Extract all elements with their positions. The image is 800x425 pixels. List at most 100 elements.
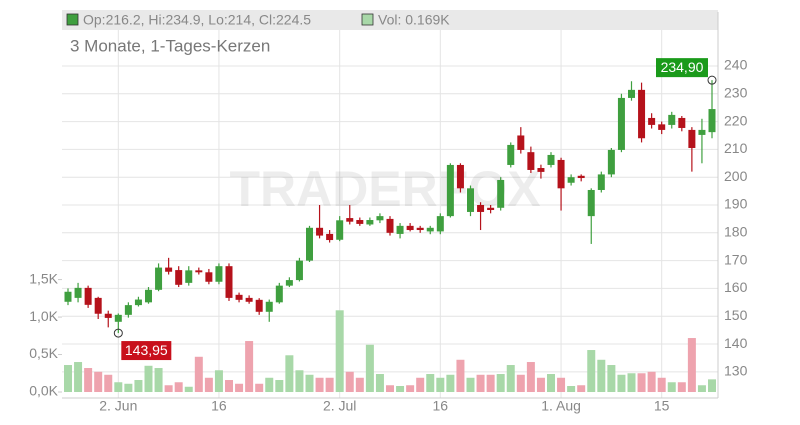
candle-body <box>678 117 686 128</box>
volume-bar <box>486 374 495 393</box>
volume-bar <box>315 377 324 393</box>
x-tick-label: 2. Jul <box>323 398 356 414</box>
candle-body <box>436 216 444 232</box>
candle-body <box>185 270 193 283</box>
y-tick-label: 230 <box>724 84 748 100</box>
candle-body <box>376 216 384 221</box>
header-bar <box>62 10 718 30</box>
volume-bar <box>214 370 223 393</box>
candle-body <box>114 314 122 322</box>
candle-body <box>597 174 605 190</box>
volume-bar <box>687 338 696 393</box>
candle-body <box>145 289 152 303</box>
y-tick-label: 200 <box>724 168 748 184</box>
y-tick-label: 210 <box>724 140 748 156</box>
candle-body <box>245 297 253 302</box>
candle-body <box>356 220 364 224</box>
low-marker <box>113 328 123 338</box>
high-label-box <box>656 58 708 78</box>
legend-swatch <box>361 13 374 26</box>
candle-body <box>104 313 112 318</box>
legend-swatch <box>66 13 79 26</box>
candle-body <box>497 179 505 208</box>
volume-bar <box>708 379 716 393</box>
candle-body <box>577 175 585 179</box>
x-tick-label: 16 <box>211 398 227 414</box>
candle-body <box>658 124 666 130</box>
candle-body <box>326 233 334 241</box>
candle-body <box>406 225 414 231</box>
volume-bar <box>365 344 374 393</box>
volume-bar <box>245 341 254 393</box>
candle-body <box>265 301 273 312</box>
candle-body <box>165 267 173 272</box>
candle-body <box>698 129 706 135</box>
volume-bar <box>124 383 133 393</box>
candle-body <box>557 159 565 189</box>
y-tick-label: 160 <box>724 279 748 295</box>
volume-bar <box>225 380 233 393</box>
volume-bar <box>255 383 264 393</box>
candle-body <box>74 287 82 298</box>
volume-bar <box>697 385 706 393</box>
y-tick-label: 130 <box>724 363 748 379</box>
volume-bar <box>64 365 72 393</box>
candle-body <box>587 189 595 217</box>
y-tick-label: 240 <box>724 57 748 73</box>
volume-tick-label: 1,0K <box>29 308 58 324</box>
volume-bar <box>526 362 535 393</box>
volume-bar <box>134 380 143 393</box>
candle-body <box>215 266 223 282</box>
x-tick-label: 1. Aug <box>541 398 581 414</box>
candle-body <box>446 164 454 217</box>
volume-bar <box>94 371 103 393</box>
low-label-box <box>121 341 172 361</box>
volume-bar <box>617 374 626 393</box>
y-tick-label: 140 <box>724 335 748 351</box>
candle-body <box>638 89 646 139</box>
volume-bar <box>496 374 505 393</box>
volume-bar <box>235 383 244 393</box>
candle-body <box>175 270 183 285</box>
volume-bar <box>375 374 384 393</box>
volume-bar <box>607 365 616 393</box>
candle-body <box>275 285 283 303</box>
candle-body <box>668 114 676 125</box>
volume-bar <box>154 368 163 393</box>
volume-bar <box>466 377 475 393</box>
volume-bar <box>305 374 314 393</box>
volume-bar <box>597 359 606 393</box>
volume-bar <box>506 365 515 393</box>
volume-bar <box>547 374 555 393</box>
candle-body <box>708 109 716 133</box>
candle-body <box>648 117 656 125</box>
grid <box>62 30 718 398</box>
y-tick-label: 150 <box>724 307 748 323</box>
volume-bar <box>587 350 596 393</box>
volume-bar <box>567 386 576 393</box>
volume-tick-label: 0,0K <box>29 383 58 399</box>
candle-body <box>295 260 303 281</box>
candle-body <box>467 188 474 212</box>
low-label: 143,95 <box>125 342 168 358</box>
volume-bar <box>446 374 455 393</box>
candle-body <box>517 135 525 150</box>
y-tick-label: 180 <box>724 224 748 240</box>
volume-bar <box>667 382 676 393</box>
candle-body <box>124 305 132 315</box>
volume-bar <box>194 356 203 393</box>
candle-body <box>547 154 555 165</box>
volume-bar <box>557 377 566 393</box>
volume-bar <box>114 382 123 393</box>
candle-body <box>336 220 344 240</box>
volume-bar <box>355 377 364 393</box>
volume-bar <box>456 359 465 393</box>
volume-bar <box>657 377 666 393</box>
candle-body <box>416 227 424 231</box>
candle-body <box>607 149 615 175</box>
candle-body <box>456 164 464 189</box>
x-tick-label: 15 <box>654 398 670 414</box>
volume-bar <box>476 374 485 393</box>
volume-bar <box>265 377 274 393</box>
header-ohlc: Op:216.2, Hi:234.9, Lo:214, Cl:224.5 <box>83 12 311 28</box>
